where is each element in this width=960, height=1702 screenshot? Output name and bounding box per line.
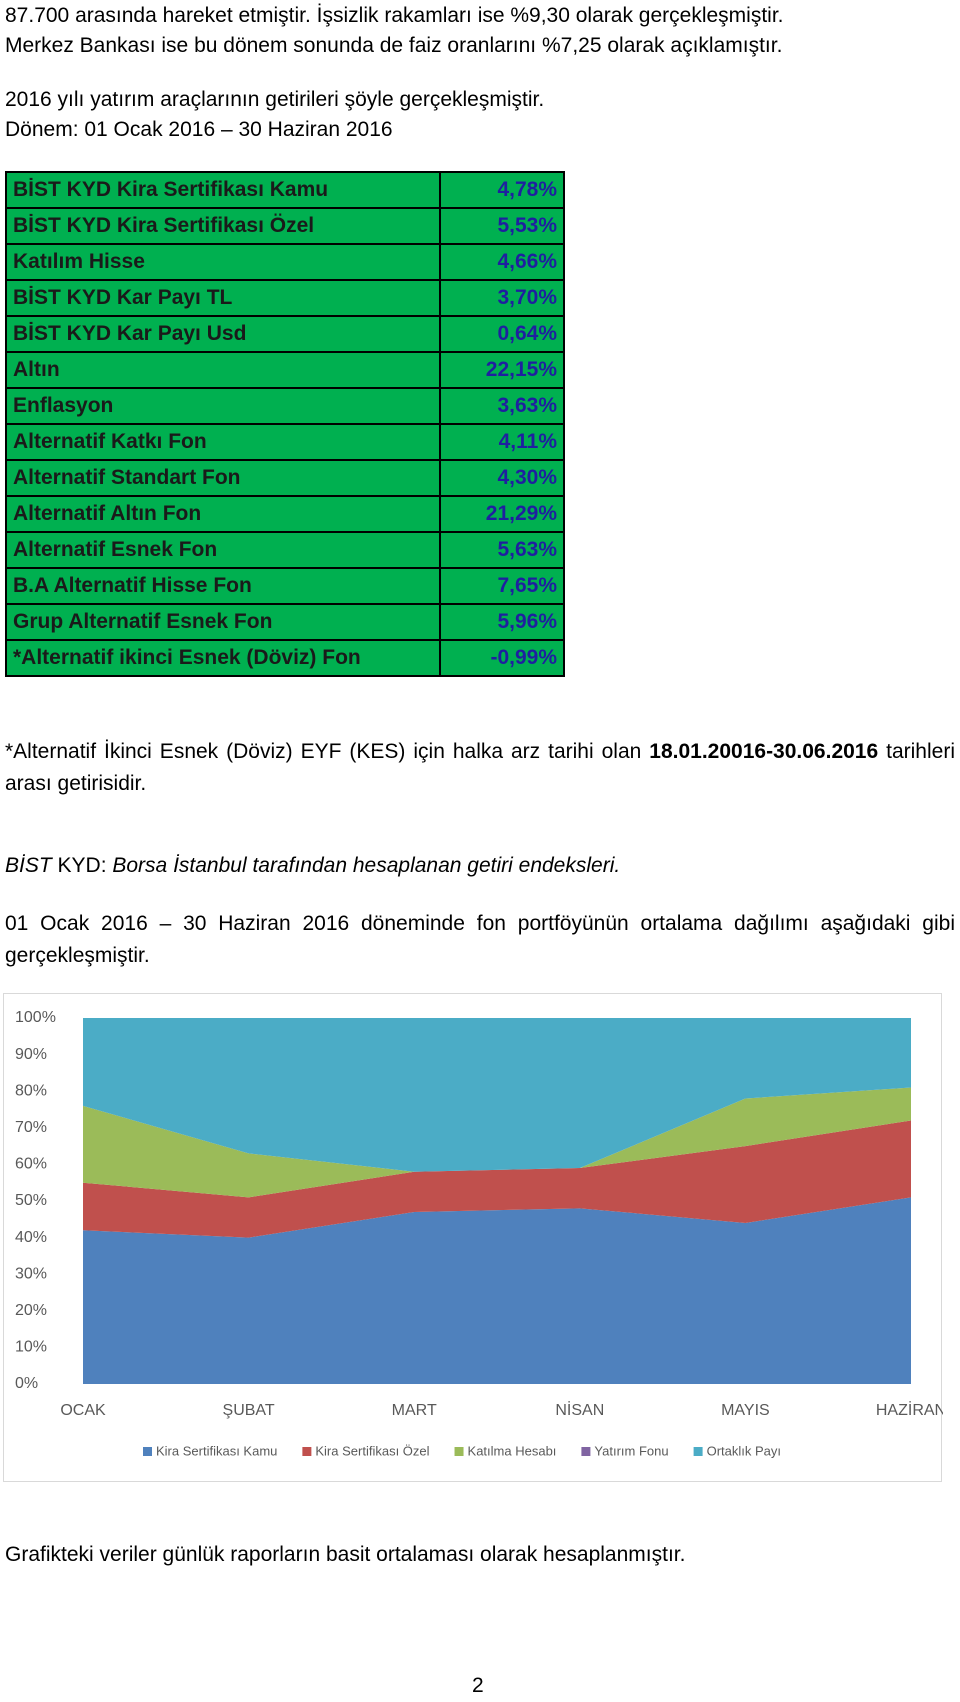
note-dates: 18.01.20016-30.06.2016 [649,740,879,763]
legend-label: Kira Sertifikası Kamu [156,1443,277,1458]
instrument-name: B.A Alternatif Hisse Fon [5,567,441,605]
instrument-name: Enflasyon [5,387,441,425]
table-row: BİST KYD Kar Payı TL 3,70% [5,279,565,317]
area [83,1087,911,1198]
paragraph: Dönem: 01 Ocak 2016 – 30 Haziran 2016 [5,118,393,141]
y-tick-label: 20% [15,1302,47,1319]
y-tick-label: 80% [15,1082,47,1099]
table-row: Alternatif Altın Fon 21,29% [5,495,565,533]
footer-text: Grafikteki veriler günlük raporların bas… [5,1543,686,1566]
table-row: Katılım Hisse 4,66% [5,243,565,281]
legend-swatch [302,1447,312,1456]
y-tick-label: 100% [15,1009,56,1026]
return-value: 22,15% [439,351,565,389]
return-value: 4,66% [439,243,565,281]
instrument-name: BİST KYD Kira Sertifikası Kamu [5,171,441,209]
paragraph: 01 Ocak 2016 – 30 Haziran 2016 döneminde… [5,912,955,967]
definition-text: KYD: [51,854,113,877]
x-tick-label: MAYIS [721,1402,770,1419]
return-value: 4,11% [439,423,565,461]
x-tick-label: NİSAN [555,1400,604,1419]
legend-swatch [143,1447,152,1456]
area [83,1120,911,1238]
legend-label: Ortaklık Payı [707,1443,781,1458]
area [83,1197,911,1384]
instrument-name: Alternatif Esnek Fon [5,531,441,569]
instrument-name: Katılım Hisse [5,243,441,281]
legend-label: Kira Sertifikası Özel [315,1443,429,1458]
return-value: -0,99% [439,639,565,677]
definition-text: Borsa İstanbul tarafından hesaplanan get… [112,854,621,877]
legend-label: Yatırım Fonu [594,1443,668,1458]
y-tick-label: 60% [15,1156,47,1173]
instrument-name: Alternatif Altın Fon [5,495,441,533]
table-row: Grup Alternatif Esnek Fon 5,96% [5,603,565,641]
instrument-name: Alternatif Standart Fon [5,459,441,497]
instrument-name: BİST KYD Kar Payı TL [5,279,441,317]
definition: BİST KYD: Borsa İstanbul tarafından hesa… [5,854,620,878]
table-row: BİST KYD Kira Sertifikası Özel 5,53% [5,207,565,245]
table-row: Alternatif Standart Fon 4,30% [5,459,565,497]
instrument-name: Altın [5,351,441,389]
table-row: B.A Alternatif Hisse Fon 7,65% [5,567,565,605]
y-tick-label: 30% [15,1265,47,1282]
table-row: BİST KYD Kar Payı Usd 0,64% [5,315,565,353]
x-tick-label: OCAK [60,1402,106,1419]
x-tick-label: MART [392,1402,437,1419]
area [83,1018,911,1172]
x-tick-label: HAZİRAN [876,1400,943,1419]
paragraph: Merkez Bankası ise bu dönem sonunda de f… [5,34,783,57]
y-tick-label: 70% [15,1119,47,1136]
return-value: 0,64% [439,315,565,353]
return-value: 3,70% [439,279,565,317]
table-row: *Alternatif ikinci Esnek (Döviz) Fon -0,9… [5,639,565,677]
note-text: tarihleri arası getirisidir. [5,740,955,795]
table-row: Enflasyon 3,63% [5,387,565,425]
table-row: BİST KYD Kira Sertifikası Kamu 4,78% [5,171,565,209]
y-tick-label: 10% [15,1339,47,1356]
x-tick-label: ŞUBAT [223,1402,275,1419]
table-row: Alternatif Esnek Fon 5,63% [5,531,565,569]
table-row: Alternatif Katkı Fon 4,11% [5,423,565,461]
instrument-name: Alternatif Katkı Fon [5,423,441,461]
paragraph: 87.700 arasında hareket etmiştir. İşsizl… [5,4,784,27]
return-value: 21,29% [439,495,565,533]
instrument-name: BİST KYD Kira Sertifikası Özel [5,207,441,245]
return-value: 4,78% [439,171,565,209]
y-tick-label: 50% [15,1192,47,1209]
legend-swatch [454,1447,464,1456]
table-row: Altın 22,15% [5,351,565,389]
instrument-name: BİST KYD Kar Payı Usd [5,315,441,353]
instrument-name: Grup Alternatif Esnek Fon [5,603,441,641]
return-value: 4,30% [439,459,565,497]
note-text: *Alternatif İkinci Esnek (Döviz) EYF (KE… [5,740,650,763]
definition-term: BİST [5,854,52,877]
chart: 0% 10% 20% 30% 40% 50% 60% 70% 80% 90% 100% OCAK ŞUB… [3,993,943,1482]
return-value: 5,96% [439,603,565,641]
y-tick-label: 40% [15,1229,47,1246]
return-value: 7,65% [439,567,565,605]
return-value: 3,63% [439,387,565,425]
page-number: 2 [472,1674,484,1697]
returns-table: BİST KYD Kira Sertifikası Kamu 4,78% BİST … [5,171,565,677]
legend-label: Katılma Hesabı [468,1443,557,1458]
instrument-name: *Alternatif ikinci Esnek (Döviz) Fon [5,639,441,677]
return-value: 5,53% [439,207,565,245]
paragraph: 2016 yılı yatırım araçlarının getirileri… [5,88,545,111]
note: *Alternatif İkinci Esnek (Döviz) EYF (KE… [5,736,955,800]
legend-swatch [693,1447,703,1456]
y-tick-label: 90% [15,1046,47,1063]
y-tick-label: 0% [15,1375,38,1392]
legend-swatch [581,1447,591,1456]
return-value: 5,63% [439,531,565,569]
